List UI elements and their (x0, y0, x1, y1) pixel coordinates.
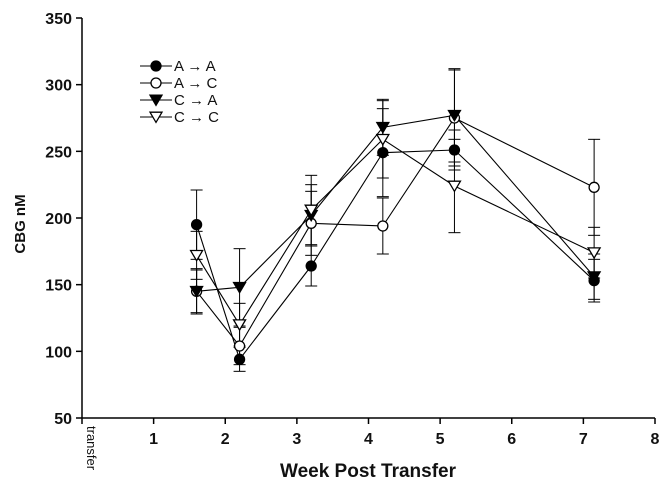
y-tick-label: 200 (45, 211, 72, 228)
y-tick-label: 250 (45, 144, 72, 161)
data-point (447, 109, 462, 123)
x-tick-label: 2 (221, 431, 230, 448)
data-point (588, 181, 600, 193)
data-point (189, 285, 204, 299)
series-line (196, 149, 595, 361)
x-axis-label: Week Post Transfer (280, 461, 457, 482)
data-point (586, 271, 602, 284)
series-lines (196, 114, 595, 361)
series-line (196, 117, 595, 347)
data-point (232, 319, 247, 332)
data-point (189, 249, 204, 263)
y-tick-label: 150 (45, 278, 72, 295)
data-point (447, 180, 462, 193)
x-tick-label: 3 (292, 431, 301, 448)
legend-label: C → C (174, 109, 219, 126)
legend: A → AA → CC → AC → C (140, 58, 219, 126)
legend-label: A → A (174, 58, 216, 75)
series-markers (189, 109, 602, 365)
series-line (196, 114, 595, 292)
x-tick-label: transfer (84, 426, 99, 471)
x-tick-label: 6 (507, 431, 516, 448)
legend-marker (148, 94, 164, 107)
y-tick-label: 100 (45, 344, 72, 361)
error-bars (190, 68, 601, 372)
legend-marker (150, 77, 162, 89)
data-point (232, 281, 247, 295)
x-tick-label: 5 (436, 431, 445, 448)
y-tick-label: 300 (45, 78, 72, 95)
data-point (586, 247, 602, 260)
legend-marker (150, 60, 162, 72)
data-point (375, 133, 390, 147)
data-point (448, 144, 461, 156)
data-point (375, 121, 390, 135)
data-point (377, 220, 389, 232)
x-tick-label: 4 (364, 431, 373, 448)
legend-marker (148, 111, 164, 124)
data-point (304, 204, 319, 217)
legend-label: A → C (174, 75, 218, 92)
x-tick-label: 1 (149, 431, 158, 448)
y-axis-label: CBG nM (12, 194, 29, 253)
y-tick-label: 50 (54, 411, 72, 428)
x-tick-label: 8 (651, 431, 660, 448)
data-point (190, 219, 203, 231)
data-point (305, 260, 317, 272)
data-point (377, 147, 389, 159)
x-tick-label: 7 (579, 431, 588, 448)
series-line (196, 138, 595, 326)
data-point (233, 353, 246, 365)
axes: 50 100 150 200 250 300 350 transfer 1 2 3 4 5 6 7 8 (45, 11, 659, 471)
data-point (233, 340, 246, 352)
y-tick-label: 350 (45, 11, 72, 28)
legend-label: C → A (174, 92, 217, 109)
